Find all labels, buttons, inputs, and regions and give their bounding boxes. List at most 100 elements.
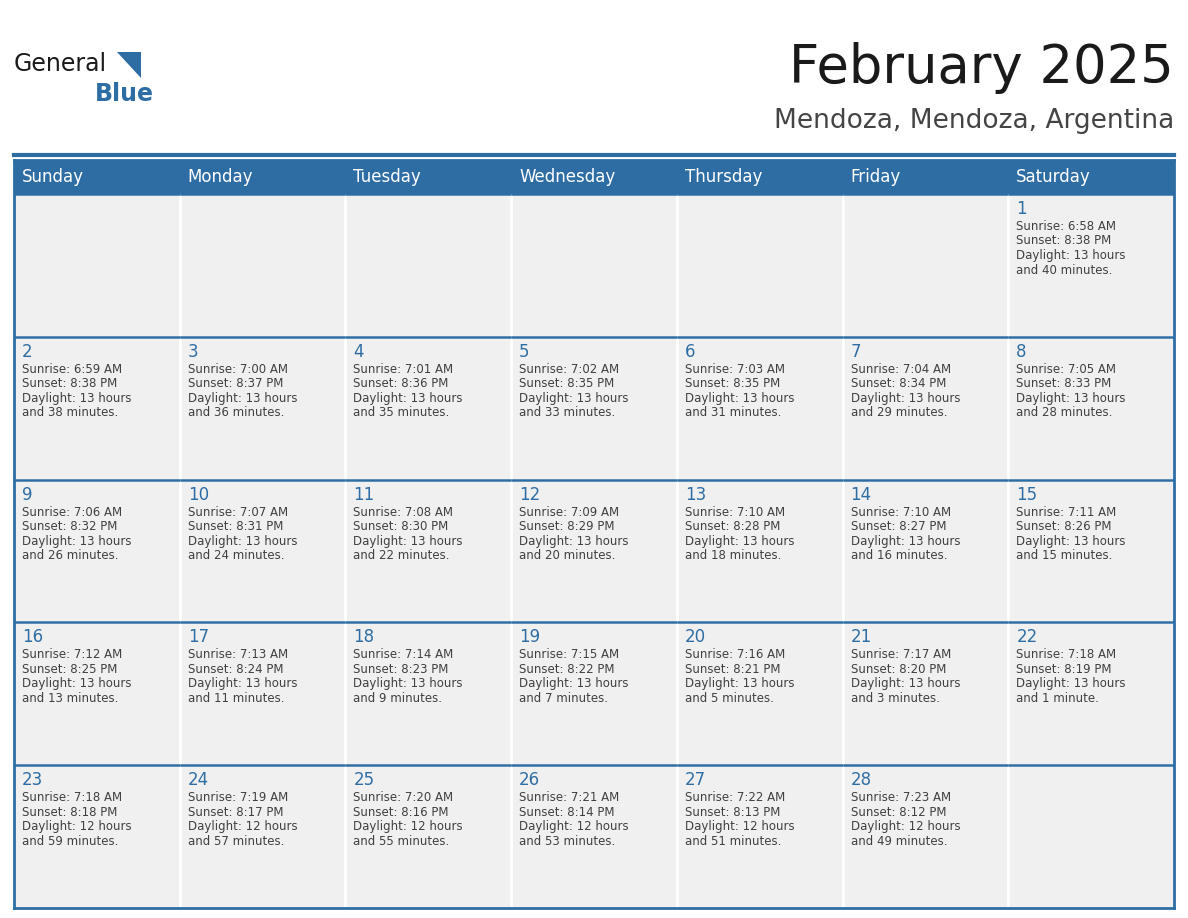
Text: 24: 24 [188, 771, 209, 789]
Bar [14, 160, 1174, 194]
Text: Daylight: 12 hours: Daylight: 12 hours [353, 820, 463, 834]
Text: 18: 18 [353, 629, 374, 646]
Bar [346, 479, 511, 622]
Text: Daylight: 12 hours: Daylight: 12 hours [851, 820, 960, 834]
Text: Daylight: 13 hours: Daylight: 13 hours [684, 392, 795, 405]
Text: and 51 minutes.: and 51 minutes. [684, 834, 782, 847]
Text: Daylight: 13 hours: Daylight: 13 hours [353, 534, 463, 548]
Text: Daylight: 13 hours: Daylight: 13 hours [684, 534, 795, 548]
Text: 6: 6 [684, 342, 695, 361]
Bar [179, 337, 346, 479]
Text: 3: 3 [188, 342, 198, 361]
Text: Daylight: 13 hours: Daylight: 13 hours [519, 677, 628, 690]
Text: 4: 4 [353, 342, 364, 361]
Text: 21: 21 [851, 629, 872, 646]
Text: Sunset: 8:31 PM: Sunset: 8:31 PM [188, 521, 283, 533]
Bar [511, 194, 677, 337]
Text: Daylight: 13 hours: Daylight: 13 hours [1016, 249, 1126, 262]
Text: Friday: Friday [851, 168, 901, 186]
Text: and 24 minutes.: and 24 minutes. [188, 549, 284, 562]
Text: and 20 minutes.: and 20 minutes. [519, 549, 615, 562]
Text: and 16 minutes.: and 16 minutes. [851, 549, 947, 562]
Text: Sunset: 8:35 PM: Sunset: 8:35 PM [684, 377, 781, 390]
Text: Daylight: 13 hours: Daylight: 13 hours [1016, 534, 1126, 548]
Text: Daylight: 13 hours: Daylight: 13 hours [23, 677, 132, 690]
Text: and 11 minutes.: and 11 minutes. [188, 692, 284, 705]
Text: Daylight: 13 hours: Daylight: 13 hours [353, 677, 463, 690]
Text: Sunrise: 7:17 AM: Sunrise: 7:17 AM [851, 648, 950, 661]
Text: Sunset: 8:12 PM: Sunset: 8:12 PM [851, 806, 946, 819]
Text: 2: 2 [23, 342, 32, 361]
Text: Sunset: 8:24 PM: Sunset: 8:24 PM [188, 663, 283, 676]
Text: Daylight: 13 hours: Daylight: 13 hours [519, 534, 628, 548]
Bar [346, 766, 511, 908]
Text: Sunrise: 7:18 AM: Sunrise: 7:18 AM [1016, 648, 1117, 661]
Text: 16: 16 [23, 629, 43, 646]
Text: Daylight: 13 hours: Daylight: 13 hours [23, 392, 132, 405]
Bar [842, 194, 1009, 337]
Text: Sunrise: 7:00 AM: Sunrise: 7:00 AM [188, 363, 287, 375]
Text: Sunrise: 7:13 AM: Sunrise: 7:13 AM [188, 648, 287, 661]
Text: 13: 13 [684, 486, 706, 504]
Text: Sunset: 8:38 PM: Sunset: 8:38 PM [23, 377, 118, 390]
Text: Sunrise: 7:02 AM: Sunrise: 7:02 AM [519, 363, 619, 375]
Text: and 22 minutes.: and 22 minutes. [353, 549, 450, 562]
Text: Sunset: 8:19 PM: Sunset: 8:19 PM [1016, 663, 1112, 676]
Bar [511, 479, 677, 622]
Text: Sunset: 8:16 PM: Sunset: 8:16 PM [353, 806, 449, 819]
Text: and 7 minutes.: and 7 minutes. [519, 692, 608, 705]
Bar [1009, 622, 1174, 766]
Text: Sunrise: 7:20 AM: Sunrise: 7:20 AM [353, 791, 454, 804]
Text: Sunrise: 6:58 AM: Sunrise: 6:58 AM [1016, 220, 1117, 233]
Bar [1009, 479, 1174, 622]
Text: Wednesday: Wednesday [519, 168, 615, 186]
Text: Sunrise: 7:09 AM: Sunrise: 7:09 AM [519, 506, 619, 519]
Text: and 49 minutes.: and 49 minutes. [851, 834, 947, 847]
Text: 12: 12 [519, 486, 541, 504]
Text: and 1 minute.: and 1 minute. [1016, 692, 1099, 705]
Bar [677, 479, 842, 622]
Bar [511, 766, 677, 908]
Text: 1: 1 [1016, 200, 1026, 218]
Text: 11: 11 [353, 486, 374, 504]
Text: and 57 minutes.: and 57 minutes. [188, 834, 284, 847]
Bar [842, 337, 1009, 479]
Text: Daylight: 12 hours: Daylight: 12 hours [684, 820, 795, 834]
Text: Daylight: 12 hours: Daylight: 12 hours [519, 820, 628, 834]
Text: Sunrise: 7:15 AM: Sunrise: 7:15 AM [519, 648, 619, 661]
Text: Sunset: 8:36 PM: Sunset: 8:36 PM [353, 377, 449, 390]
Bar [346, 194, 511, 337]
Text: Sunrise: 7:18 AM: Sunrise: 7:18 AM [23, 791, 122, 804]
Text: Sunrise: 7:19 AM: Sunrise: 7:19 AM [188, 791, 287, 804]
Text: Sunset: 8:23 PM: Sunset: 8:23 PM [353, 663, 449, 676]
Text: 22: 22 [1016, 629, 1037, 646]
Bar [842, 479, 1009, 622]
Text: and 5 minutes.: and 5 minutes. [684, 692, 773, 705]
Text: Sunset: 8:34 PM: Sunset: 8:34 PM [851, 377, 946, 390]
Bar [179, 479, 346, 622]
Text: Sunrise: 7:10 AM: Sunrise: 7:10 AM [851, 506, 950, 519]
Bar [14, 337, 179, 479]
Text: 27: 27 [684, 771, 706, 789]
Text: February 2025: February 2025 [789, 42, 1174, 94]
Text: Sunrise: 7:01 AM: Sunrise: 7:01 AM [353, 363, 454, 375]
Text: Sunset: 8:18 PM: Sunset: 8:18 PM [23, 806, 118, 819]
Text: Sunset: 8:35 PM: Sunset: 8:35 PM [519, 377, 614, 390]
Bar [842, 622, 1009, 766]
Text: Sunrise: 7:07 AM: Sunrise: 7:07 AM [188, 506, 287, 519]
Text: and 38 minutes.: and 38 minutes. [23, 407, 119, 420]
Text: Thursday: Thursday [684, 168, 763, 186]
Text: General: General [14, 52, 107, 76]
Bar [346, 622, 511, 766]
Text: Sunset: 8:25 PM: Sunset: 8:25 PM [23, 663, 118, 676]
Text: 8: 8 [1016, 342, 1026, 361]
Bar [511, 337, 677, 479]
Bar [14, 766, 179, 908]
Bar [14, 194, 179, 337]
Text: Sunset: 8:17 PM: Sunset: 8:17 PM [188, 806, 283, 819]
Text: Sunset: 8:21 PM: Sunset: 8:21 PM [684, 663, 781, 676]
Text: Daylight: 12 hours: Daylight: 12 hours [188, 820, 297, 834]
Bar [1009, 766, 1174, 908]
Bar [677, 622, 842, 766]
Text: Sunset: 8:22 PM: Sunset: 8:22 PM [519, 663, 614, 676]
